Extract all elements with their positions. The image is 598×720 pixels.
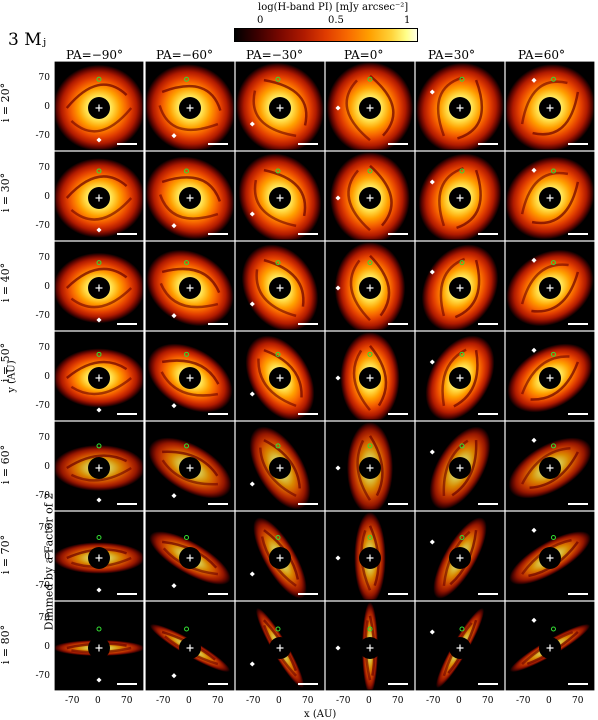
column-label-pa-60: PA=60°	[518, 48, 565, 62]
x-tick-label: -70	[426, 696, 441, 706]
y-tick-label: 70	[38, 343, 50, 353]
y-tick-label: -70	[35, 131, 51, 141]
colorbar-tick-1: 0.5	[328, 15, 344, 26]
panel-r2-c2	[235, 241, 325, 331]
x-tick-label: -70	[336, 696, 351, 706]
panel-r4-c2	[235, 421, 325, 511]
panel-r4-c1	[145, 421, 235, 511]
panel-r1-c3	[325, 151, 415, 241]
panel-r2-c4	[415, 241, 505, 331]
x-tick-label: -70	[156, 696, 171, 706]
panel-r5-c3	[325, 511, 415, 601]
panel-r2-c3	[325, 241, 415, 331]
y-tick-label: 70	[38, 163, 50, 173]
y-tick-label: -70	[35, 221, 51, 231]
colorbar-title: log(H-band PI) [mJy arcsec⁻²]	[258, 2, 409, 13]
y-tick-label: 0	[44, 552, 50, 562]
y-tick-label: 0	[44, 462, 50, 472]
x-tick-label: 70	[482, 696, 494, 706]
x-tick-label: 70	[302, 696, 314, 706]
panel-r0-c3	[325, 61, 415, 151]
panel-r2-c0	[54, 241, 144, 331]
x-tick-label: 0	[186, 696, 192, 706]
x-tick-label: -70	[65, 696, 80, 706]
y-tick-label: 0	[44, 642, 50, 652]
panel-r6-c5	[505, 601, 595, 691]
panel-r5-c0	[54, 511, 144, 601]
y-tick-label: -70	[35, 671, 51, 681]
column-label-pa-m30: PA=−30°	[246, 48, 304, 62]
y-tick-label: 70	[38, 433, 50, 443]
column-label-pa-m60: PA=−60°	[156, 48, 214, 62]
column-label-pa-0: PA=0°	[344, 48, 384, 62]
x-tick-label: 70	[212, 696, 224, 706]
panel-r3-c1	[145, 331, 235, 421]
y-tick-label: 70	[38, 253, 50, 263]
panel-r4-c3	[325, 421, 415, 511]
panel-r2-c1	[145, 241, 235, 331]
x-tick-label: 0	[95, 696, 101, 706]
x-tick-label: -70	[516, 696, 531, 706]
y-tick-label: -70	[35, 401, 51, 411]
panel-r6-c0	[54, 601, 144, 691]
panel-r2-c5	[505, 241, 595, 331]
panel-r4-c4	[415, 421, 505, 511]
panel-r3-c0	[54, 331, 144, 421]
panel-r0-c0	[54, 61, 144, 151]
panel-r4-c0	[54, 421, 144, 511]
panel-r5-c5	[505, 511, 595, 601]
y-tick-label: 0	[44, 102, 50, 112]
panel-r5-c2	[235, 511, 325, 601]
panel-r6-c1	[145, 601, 235, 691]
y-tick-label: -70	[35, 491, 51, 501]
y-tick-label: 0	[44, 282, 50, 292]
panel-r1-c4	[415, 151, 505, 241]
panel-r3-c3	[325, 331, 415, 421]
panel-r1-c1	[145, 151, 235, 241]
model-label: 3 Mⱼ	[8, 30, 47, 50]
y-tick-label: 0	[44, 372, 50, 382]
panel-r0-c5	[505, 61, 595, 151]
x-tick-label: 0	[276, 696, 282, 706]
panel-r3-c5	[505, 331, 595, 421]
panel-r1-c2	[235, 151, 325, 241]
x-tick-label: 0	[456, 696, 462, 706]
x-tick-label: 0	[366, 696, 372, 706]
y-tick-label: 70	[38, 523, 50, 533]
y-tick-label: 70	[38, 73, 50, 83]
panel-r1-c5	[505, 151, 595, 241]
panel-r0-c1	[145, 61, 235, 151]
panel-r6-c4	[415, 601, 505, 691]
colorbar-tick-2: 1	[404, 15, 411, 26]
column-label-pa-30: PA=30°	[428, 48, 475, 62]
panel-r0-c2	[235, 61, 325, 151]
panel-r6-c3	[325, 601, 415, 691]
colorbar	[234, 28, 418, 42]
panel-r0-c4	[415, 61, 505, 151]
x-axis-label: x (AU)	[304, 709, 337, 720]
panel-r4-c5	[505, 421, 595, 511]
x-tick-label: 0	[546, 696, 552, 706]
y-tick-label: -70	[35, 311, 51, 321]
panel-r5-c1	[145, 511, 235, 601]
panel-r5-c4	[415, 511, 505, 601]
colorbar-tick-0: 0	[257, 15, 264, 26]
x-tick-label: 70	[572, 696, 584, 706]
panel-r1-c0	[54, 151, 144, 241]
y-tick-label: 70	[38, 613, 50, 623]
y-tick-label: 0	[44, 192, 50, 202]
x-tick-label: 70	[121, 696, 133, 706]
x-tick-label: 70	[392, 696, 404, 706]
column-label-pa-m90: PA=−90°	[66, 48, 124, 62]
x-tick-label: -70	[246, 696, 261, 706]
panel-r6-c2	[235, 601, 325, 691]
y-tick-label: -70	[35, 581, 51, 591]
panel-r3-c2	[235, 331, 325, 421]
panel-r3-c4	[415, 331, 505, 421]
